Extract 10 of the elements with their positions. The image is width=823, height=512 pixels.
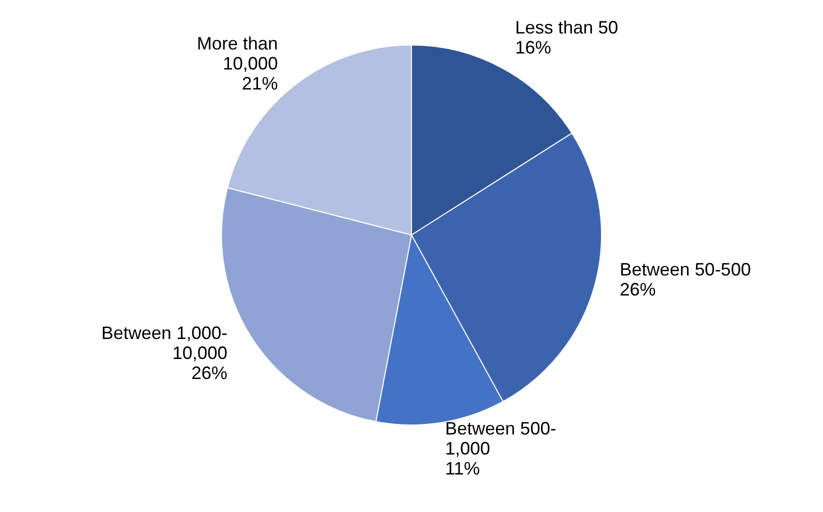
data-label: 16% (515, 38, 552, 58)
data-label: 21% (242, 74, 278, 94)
data-label: 26% (191, 362, 228, 383)
data-label: 11% (445, 458, 480, 478)
slice-label: More than 10,000 (196, 34, 278, 74)
slice-label: Between 1,000-10,000 (101, 322, 228, 363)
slice-label: Less than 50 (515, 18, 618, 38)
data-label: 26% (620, 279, 656, 300)
slice-label: Between 500-1,000 (445, 418, 556, 458)
slice-label: Between 50-500 (620, 259, 751, 280)
